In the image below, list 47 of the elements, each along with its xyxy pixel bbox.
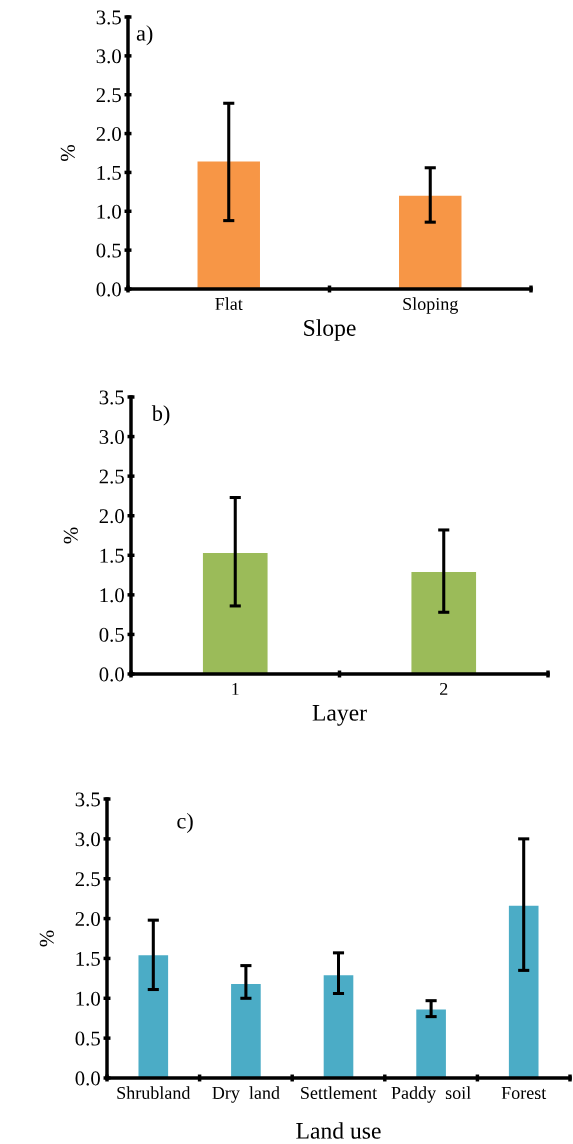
annotation: a): [136, 25, 153, 46]
x-tick-label: 1: [232, 682, 239, 695]
x-tick-label: Forest: [501, 1087, 547, 1100]
y-axis-title: %: [63, 527, 78, 544]
y-tick-label: 1.0: [100, 588, 124, 603]
bar: [416, 1009, 446, 1078]
annotation: b): [151, 405, 170, 426]
y-tick-label: 3.5: [96, 10, 121, 25]
y-tick-label: 2.5: [99, 469, 124, 484]
y-tick-label: 2.0: [96, 126, 121, 142]
y-tick-label: 1.5: [100, 548, 124, 563]
y-tick-label: 0.0: [99, 667, 124, 682]
x-tick-label: Flat: [215, 297, 243, 311]
y-tick-label: 0.5: [99, 627, 124, 642]
y-tick-label: 0.5: [96, 243, 121, 258]
y-tick-label: 2.0: [75, 911, 100, 927]
y-tick-label: 2.5: [96, 88, 121, 103]
x-axis-title: Layer: [312, 705, 367, 726]
y-axis-title: %: [60, 145, 75, 161]
annotation: c): [177, 812, 193, 834]
x-tick-label: Dry land: [212, 1086, 280, 1103]
y-tick-label: 0.0: [75, 1071, 100, 1086]
y-tick-label: 1.0: [97, 204, 121, 219]
x-tick-label: 2: [440, 682, 448, 695]
y-tick-label: 3.0: [96, 49, 121, 64]
x-axis-title: Land use: [296, 1122, 381, 1139]
x-tick-label: Settlement: [301, 1086, 378, 1100]
bar: [323, 975, 354, 1078]
y-tick-label: 1.5: [76, 951, 100, 966]
y-tick-label: 3.5: [99, 390, 124, 405]
x-tick-label: Paddy soil: [391, 1086, 471, 1103]
y-tick-label: 0.0: [96, 282, 121, 297]
y-axis-title: %: [39, 930, 54, 947]
y-tick-label: 2.0: [99, 509, 124, 524]
y-tick-label: 3.5: [75, 792, 100, 807]
bar: [231, 983, 261, 1078]
x-tick-label: Sloping: [403, 297, 458, 314]
y-tick-label: 2.5: [75, 872, 100, 887]
y-tick-label: 3.0: [75, 832, 100, 847]
x-tick-label: Shrubland: [117, 1086, 191, 1100]
y-tick-label: 1.0: [76, 991, 100, 1006]
bar: [508, 905, 539, 1078]
bar: [138, 955, 169, 1078]
y-tick-label: 1.5: [97, 165, 121, 180]
y-tick-label: 0.5: [75, 1031, 100, 1046]
x-axis-title: Slope: [304, 319, 356, 341]
y-tick-label: 3.0: [99, 429, 124, 445]
